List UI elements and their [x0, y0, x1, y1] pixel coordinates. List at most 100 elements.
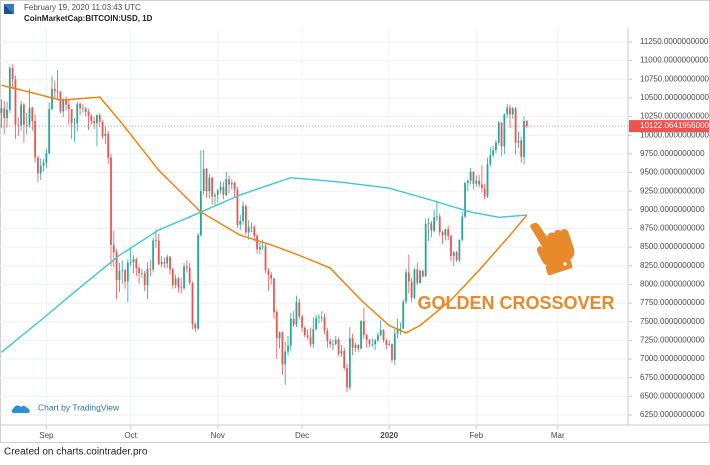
candle-body: [233, 182, 236, 190]
candle-body: [180, 287, 183, 289]
candle-body: [489, 155, 492, 165]
candle-body: [104, 133, 107, 136]
candle-body: [450, 235, 452, 257]
candle-body: [379, 329, 382, 336]
candle-body: [452, 252, 455, 257]
candle-body: [264, 246, 267, 271]
candle-body: [374, 340, 377, 345]
y-tick-label: 10750.0000000000: [640, 74, 710, 83]
candle-body: [51, 88, 53, 110]
candle-body: [42, 162, 45, 166]
candle-body: [486, 164, 489, 197]
candle-body: [495, 142, 497, 151]
candle-body: [393, 333, 396, 360]
x-tick-label: Feb: [469, 431, 483, 440]
candle-body: [287, 345, 289, 352]
candle-body: [354, 344, 357, 348]
y-tick-label: 7500.0000000000: [640, 317, 705, 326]
candle-body: [143, 273, 146, 286]
y-tick-label: 9500.0000000000: [640, 168, 705, 177]
candle-body: [37, 157, 39, 174]
candle-body: [17, 124, 20, 126]
candle-body: [399, 328, 402, 330]
candle-body: [174, 278, 177, 286]
candle-body: [56, 91, 59, 92]
y-tick-label: 10500.0000000000: [640, 93, 710, 102]
x-tick-label: Oct: [124, 431, 137, 440]
candle-body: [332, 344, 334, 345]
candle-body: [65, 99, 67, 105]
candle-body: [427, 223, 430, 225]
candle-body: [3, 108, 6, 119]
branding: Chart by TradingView: [11, 402, 120, 413]
candle-body: [410, 281, 413, 298]
candle-body: [81, 108, 84, 110]
candle-body: [295, 302, 298, 325]
candle-body: [110, 157, 112, 245]
candle-body: [441, 232, 444, 236]
candle-body: [424, 224, 427, 277]
y-tick-label: 6500.0000000000: [640, 391, 705, 400]
candle-body: [87, 112, 90, 116]
candle-body: [166, 256, 169, 264]
candle-body: [202, 168, 205, 192]
candle-body: [157, 240, 160, 265]
candle-body: [48, 109, 51, 154]
candle-body: [346, 367, 348, 388]
marks: [0, 64, 528, 392]
y-tick-label: 9750.0000000000: [640, 149, 705, 158]
candle-body: [340, 350, 343, 354]
candle-body: [177, 278, 180, 288]
candle-body: [250, 226, 253, 228]
y-tick-label: 8750.0000000000: [640, 224, 705, 233]
candle-body: [351, 338, 354, 348]
annotation: GOLDEN CROSSOVER: [417, 293, 614, 313]
candle-body: [98, 115, 101, 122]
candle-body: [382, 329, 385, 341]
candle-body: [53, 88, 56, 92]
candle-body: [59, 91, 62, 112]
candle-body: [416, 269, 419, 283]
candle-body: [303, 327, 306, 336]
candle-body: [211, 177, 214, 197]
candle-body: [149, 268, 152, 270]
candle-body: [455, 252, 458, 260]
candle-body: [469, 171, 472, 181]
y-tick-label: 10000.0000000000: [640, 130, 710, 139]
candle-body: [362, 320, 365, 336]
y-tick-label: 9250.0000000000: [640, 186, 705, 195]
candle-body: [28, 107, 31, 125]
candle-body: [93, 121, 96, 124]
chart-symbol: CoinMarketCap:BITCOIN:USD, 1D: [24, 14, 153, 23]
candle-body: [135, 259, 138, 269]
candle-body: [337, 339, 340, 354]
candle-body: [517, 140, 520, 143]
candle-body: [492, 150, 495, 156]
candle-body: [497, 122, 500, 143]
candle-body: [309, 337, 312, 345]
candle-body: [146, 268, 149, 286]
y-tick-label: 8250.0000000000: [640, 261, 705, 270]
candle-body: [261, 246, 264, 248]
header-logo: [4, 4, 14, 14]
x-tick-label: Dec: [295, 431, 309, 440]
candle-body: [368, 339, 371, 345]
candle-body: [20, 104, 22, 126]
candle-body: [22, 104, 25, 125]
candle-body: [472, 171, 475, 184]
candle-body: [247, 227, 250, 233]
candle-body: [112, 244, 115, 253]
candle-body: [194, 323, 197, 329]
candle-body: [228, 179, 230, 185]
candle-body: [509, 107, 511, 115]
chart-frame: [0, 0, 710, 443]
candle-body: [62, 99, 65, 112]
candle-body: [67, 104, 70, 110]
candle-body: [520, 140, 523, 157]
candle-body: [343, 350, 346, 368]
candle-body: [511, 108, 514, 115]
candle-body: [129, 262, 132, 263]
candle-body: [138, 268, 140, 274]
candle-body: [205, 168, 208, 192]
candle-body: [185, 266, 188, 269]
